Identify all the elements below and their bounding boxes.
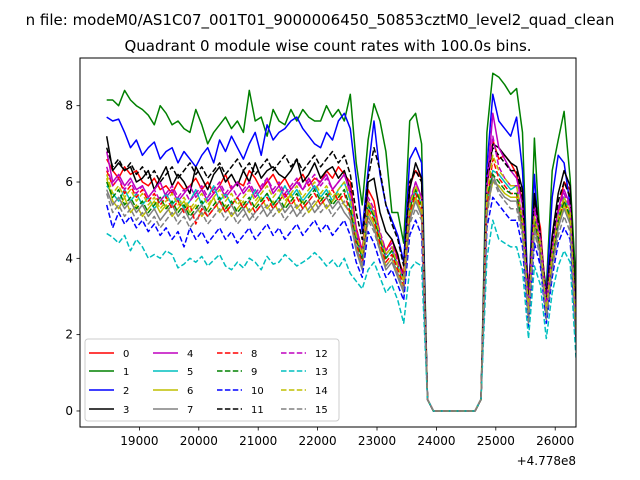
legend-label: 13 <box>315 367 328 378</box>
y-tick-label: 4 <box>65 251 73 265</box>
legend-entry-12: 12 <box>281 349 328 360</box>
x-tick-label: 24000 <box>417 434 455 448</box>
legend-entry-8: 8 <box>217 349 257 360</box>
x-tick-label: 23000 <box>358 434 396 448</box>
series-line-0 <box>106 139 576 412</box>
x-tick-label: 25000 <box>477 434 515 448</box>
series-line-10 <box>105 196 576 412</box>
legend-label: 4 <box>187 349 193 360</box>
legend-entry-3: 3 <box>89 405 129 416</box>
legend-entry-11: 11 <box>217 405 264 416</box>
series-line-15 <box>105 177 576 412</box>
y-tick-label: 2 <box>65 328 73 342</box>
legend-entry-15: 15 <box>281 405 328 416</box>
legend-entry-9: 9 <box>217 367 257 378</box>
series-line-14 <box>105 154 576 412</box>
y-axis: 0 2 4 6 8 <box>65 99 80 418</box>
legend-entry-4: 4 <box>153 349 193 360</box>
x-tick-label: 20000 <box>180 434 218 448</box>
legend-label: 5 <box>187 367 193 378</box>
legend-label: 2 <box>123 386 129 397</box>
series-line-1 <box>106 72 576 412</box>
legend-entry-6: 6 <box>153 386 193 397</box>
legend-label: 9 <box>251 367 257 378</box>
series-line-7 <box>106 173 576 412</box>
legend-entry-13: 13 <box>281 367 328 378</box>
x-offset-label: +4.778e8 <box>517 454 576 468</box>
plot-frame <box>79 57 577 428</box>
y-tick-label: 6 <box>65 175 73 189</box>
x-axis: 19000 20000 21000 22000 23000 24000 25000 26000 <box>120 427 574 448</box>
x-tick-label: 22000 <box>299 434 337 448</box>
legend-entry-14: 14 <box>281 386 328 397</box>
series-line-8 <box>106 158 576 412</box>
legend-label: 8 <box>251 349 257 360</box>
legend-label: 7 <box>187 405 193 416</box>
legend-label: 0 <box>123 349 129 360</box>
series-layer <box>105 72 576 412</box>
chart-title: Quadrant 0 module wise count rates with … <box>124 37 531 55</box>
legend-entry-0: 0 <box>89 349 129 360</box>
x-tick-label: 19000 <box>120 434 158 448</box>
series-line-9 <box>106 173 576 412</box>
series-line-12 <box>105 135 576 412</box>
series-line-2 <box>106 93 576 412</box>
legend-label: 3 <box>123 405 129 416</box>
legend-label: 12 <box>315 349 328 360</box>
legend-label: 1 <box>123 367 129 378</box>
x-tick-label: 21000 <box>239 434 277 448</box>
legend-entry-2: 2 <box>89 386 129 397</box>
y-tick-label: 8 <box>65 99 73 113</box>
legend-label: 14 <box>315 386 328 397</box>
legend-entry-10: 10 <box>217 386 264 397</box>
series-line-3 <box>105 136 576 412</box>
legend-label: 11 <box>251 405 264 416</box>
legend-label: 15 <box>315 405 328 416</box>
legend-box <box>84 338 340 422</box>
legend-entry-5: 5 <box>153 367 193 378</box>
legend-entry-1: 1 <box>89 367 129 378</box>
chart-suptitle: n file: modeM0/AS1C07_001T01_9000006450_… <box>26 11 615 30</box>
legend-label: 10 <box>251 386 264 397</box>
legend-label: 6 <box>187 386 193 397</box>
legend-entry-7: 7 <box>153 405 193 416</box>
x-tick-label: 26000 <box>536 434 574 448</box>
series-line-11 <box>105 146 576 412</box>
y-tick-label: 0 <box>65 404 73 418</box>
series-line-13 <box>106 219 576 412</box>
